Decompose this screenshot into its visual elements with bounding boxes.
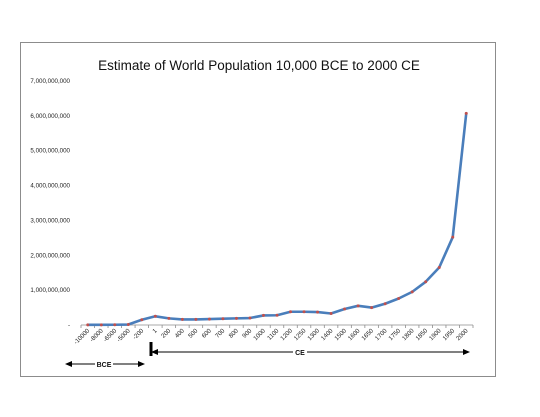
data-point xyxy=(275,313,279,317)
x-tick-label: 1900 xyxy=(428,327,443,342)
data-point xyxy=(167,316,171,320)
ce-arrow-left-head xyxy=(151,349,158,355)
x-tick-label: 1100 xyxy=(266,327,281,342)
y-tick-label: 1,000,000,000 xyxy=(30,287,70,294)
data-point xyxy=(370,306,374,310)
x-tick-label: -5000 xyxy=(116,327,133,344)
series-line xyxy=(87,113,468,327)
data-point xyxy=(302,310,306,314)
data-point xyxy=(113,323,117,327)
x-tick-label: 1250 xyxy=(293,327,308,342)
x-tick-label: 1400 xyxy=(320,327,335,342)
data-point xyxy=(316,310,320,314)
x-tick-label: 1300 xyxy=(306,327,321,342)
y-tick-label: 2,000,000,000 xyxy=(30,252,70,259)
x-tick-label: 1800 xyxy=(401,327,416,342)
ce-arrow-right-head xyxy=(463,349,470,355)
chart-frame: Estimate of World Population 10,000 BCE … xyxy=(20,42,496,377)
x-tick-label: -10000 xyxy=(73,327,92,346)
data-point xyxy=(437,265,441,269)
data-point xyxy=(86,323,90,327)
x-tick-label: 700 xyxy=(214,327,227,340)
x-tick-label: 1000 xyxy=(252,327,267,342)
y-tick-label: 4,000,000,000 xyxy=(30,183,70,190)
x-tick-label: -200 xyxy=(132,327,146,341)
x-tick-label: 1650 xyxy=(360,327,375,342)
data-point xyxy=(207,317,211,321)
y-tick-label: - xyxy=(68,322,70,329)
x-tick-label: 1850 xyxy=(414,327,429,342)
data-point xyxy=(248,316,252,320)
data-point xyxy=(194,317,198,321)
data-point xyxy=(329,311,333,315)
x-tick-label: 1200 xyxy=(279,327,294,342)
x-tick-label: 200 xyxy=(160,327,173,340)
data-point xyxy=(343,307,347,311)
x-tick-label: 1700 xyxy=(374,327,389,342)
x-tick-label: 800 xyxy=(228,327,241,340)
data-point xyxy=(289,310,293,314)
x-tick-label: 1950 xyxy=(441,327,456,342)
data-point xyxy=(99,323,103,327)
data-point xyxy=(234,316,238,320)
x-tick-label: 1600 xyxy=(347,327,362,342)
x-tick-label: 1750 xyxy=(387,327,402,342)
data-point xyxy=(153,314,157,318)
era-divider xyxy=(149,342,153,356)
data-point xyxy=(464,111,468,115)
x-axis: -10000-8000-6500-5000 -200 1 200 400 500 600 70… xyxy=(73,324,474,346)
x-tick-label: 1 xyxy=(151,327,159,335)
bce-arrow-left-head xyxy=(65,361,72,367)
x-tick-label: 400 xyxy=(174,327,187,340)
y-tick-label: 3,000,000,000 xyxy=(30,217,70,224)
y-tick-label: 5,000,000,000 xyxy=(30,148,70,155)
y-axis: - 1,000,000,000 2,000,000,000 3,000,000,000… xyxy=(30,78,70,329)
x-tick-label: 600 xyxy=(201,327,214,340)
bce-arrow-right-head xyxy=(138,361,145,367)
x-tick-label: 1500 xyxy=(333,327,348,342)
era-annotations: BCE CE xyxy=(65,342,470,369)
x-tick-label: -6500 xyxy=(102,327,119,344)
ce-label-bg xyxy=(293,347,307,357)
y-tick-label: 7,000,000,000 xyxy=(30,78,70,85)
data-point xyxy=(261,313,265,317)
data-series xyxy=(86,111,468,327)
data-point xyxy=(383,302,387,306)
data-point xyxy=(140,318,144,322)
population-chart: Estimate of World Population 10,000 BCE … xyxy=(30,58,474,369)
data-point xyxy=(424,280,428,284)
y-tick-label: 6,000,000,000 xyxy=(30,113,70,120)
bce-label: BCE xyxy=(97,362,112,369)
data-point xyxy=(356,304,360,308)
data-point xyxy=(451,235,455,239)
x-tick-label: -8000 xyxy=(89,327,106,344)
ce-label: CE xyxy=(295,350,305,357)
data-point xyxy=(410,290,414,294)
data-point xyxy=(397,297,401,301)
data-point xyxy=(180,317,184,321)
chart-title: Estimate of World Population 10,000 BCE … xyxy=(98,58,420,73)
x-tick-label: 500 xyxy=(187,327,200,340)
bce-label-bg xyxy=(95,359,113,369)
x-tick-label: 2000 xyxy=(455,327,470,342)
data-point xyxy=(221,317,225,321)
data-point xyxy=(126,323,130,327)
